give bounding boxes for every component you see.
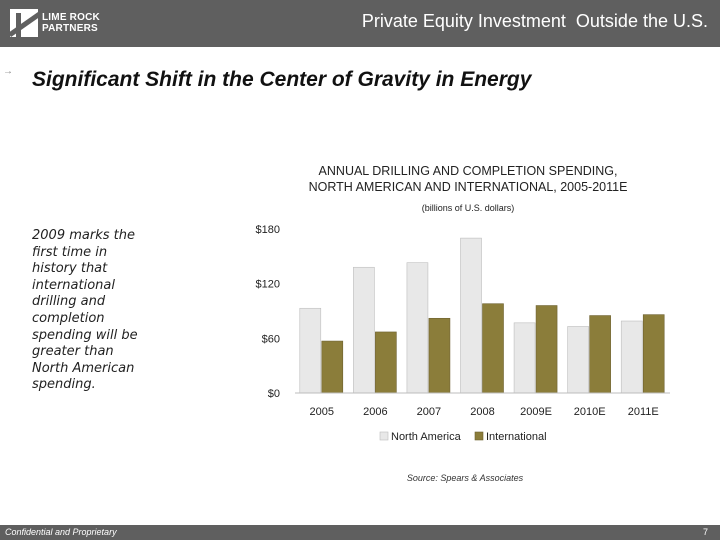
side-note: 2009 marks the first time in history tha… [32, 228, 138, 393]
x-tick-label: 2009E [520, 406, 552, 418]
bar-north-america [513, 322, 536, 394]
slide-title: Significant Shift in the Center of Gravi… [32, 68, 532, 91]
bar-north-america [620, 320, 643, 394]
header-title: Private Equity Investment Outside the U.… [361, 11, 708, 31]
legend-swatch [379, 431, 389, 441]
x-tick-label: 2007 [417, 406, 441, 418]
chart-title: ANNUAL DRILLING AND COMPLETION SPENDING,… [268, 163, 668, 195]
chart-title-line2: NORTH AMERICAN AND INTERNATIONAL, 2005-2… [308, 180, 628, 194]
logo-line1: LIME ROCK [42, 12, 100, 23]
bar-international [482, 303, 504, 394]
bar-chart: $180 $120 $60 $0 2005 2006 2007 2008 2009E 2010E 2… [256, 224, 670, 443]
bar-north-america [406, 262, 429, 394]
chart-title-line1: ANNUAL DRILLING AND COMPLETION SPENDING, [318, 164, 618, 178]
bar-international [589, 315, 611, 394]
bar-north-america [353, 266, 375, 394]
source-note: Source: Spears & Associates [406, 473, 524, 483]
header-bar [0, 0, 720, 47]
footer-confidential: Confidential and Proprietary [5, 527, 117, 537]
bar-north-america [567, 326, 589, 394]
company-logo: LIME ROCK PARTNERS [10, 8, 100, 38]
page-number: 7 [702, 527, 708, 537]
bar-international [375, 331, 397, 394]
legend-label: North America [391, 431, 462, 443]
y-tick-label: $0 [268, 388, 280, 400]
bar-international [321, 340, 344, 394]
bar-north-america [299, 307, 322, 394]
logo-mark-icon [10, 9, 38, 37]
bar-north-america [460, 237, 482, 394]
logo-text: LIME ROCK PARTNERS [42, 12, 100, 34]
bar-international [535, 305, 558, 394]
y-tick-label: $60 [262, 333, 280, 345]
legend-swatch [474, 431, 484, 441]
x-tick-label: 2008 [470, 406, 494, 418]
chart-subtitle: (billions of U.S. dollars) [421, 203, 515, 213]
bar-international [428, 317, 451, 394]
y-tick-label: $120 [256, 279, 280, 291]
slide-marker-icon: → [3, 66, 13, 77]
footer-bar [0, 525, 720, 540]
x-tick-label: 2006 [363, 406, 387, 418]
x-tick-label: 2005 [310, 406, 334, 418]
legend-label: International [486, 431, 547, 443]
y-tick-label: $180 [256, 224, 280, 236]
x-tick-label: 2010E [574, 406, 606, 418]
x-tick-label: 2011E [628, 406, 659, 418]
bar-international [642, 314, 665, 394]
logo-line2: PARTNERS [42, 23, 98, 34]
